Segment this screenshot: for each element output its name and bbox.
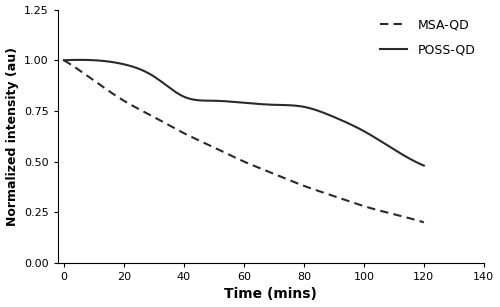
MSA-QD bbox=[61, 58, 67, 62]
POSS-QD bbox=[61, 58, 67, 62]
POSS-QD bbox=[388, 146, 394, 150]
POSS-QD bbox=[282, 103, 288, 107]
Line: POSS-QD: POSS-QD bbox=[64, 60, 424, 165]
MSA-QD bbox=[421, 220, 427, 224]
MSA-QD bbox=[274, 173, 280, 177]
Line: MSA-QD: MSA-QD bbox=[64, 60, 424, 222]
MSA-QD bbox=[364, 205, 370, 209]
POSS-QD bbox=[421, 164, 427, 167]
MSA-QD bbox=[281, 176, 287, 180]
X-axis label: Time (mins): Time (mins) bbox=[224, 287, 318, 301]
MSA-QD bbox=[275, 174, 281, 177]
Legend: MSA-QD, POSS-QD: MSA-QD, POSS-QD bbox=[375, 13, 480, 62]
POSS-QD bbox=[62, 58, 68, 62]
MSA-QD bbox=[387, 212, 393, 215]
POSS-QD bbox=[275, 103, 281, 107]
MSA-QD bbox=[62, 59, 68, 63]
Y-axis label: Normalized intensity (au): Normalized intensity (au) bbox=[6, 47, 18, 226]
POSS-QD bbox=[276, 103, 282, 107]
POSS-QD bbox=[76, 58, 82, 62]
POSS-QD bbox=[366, 132, 372, 136]
